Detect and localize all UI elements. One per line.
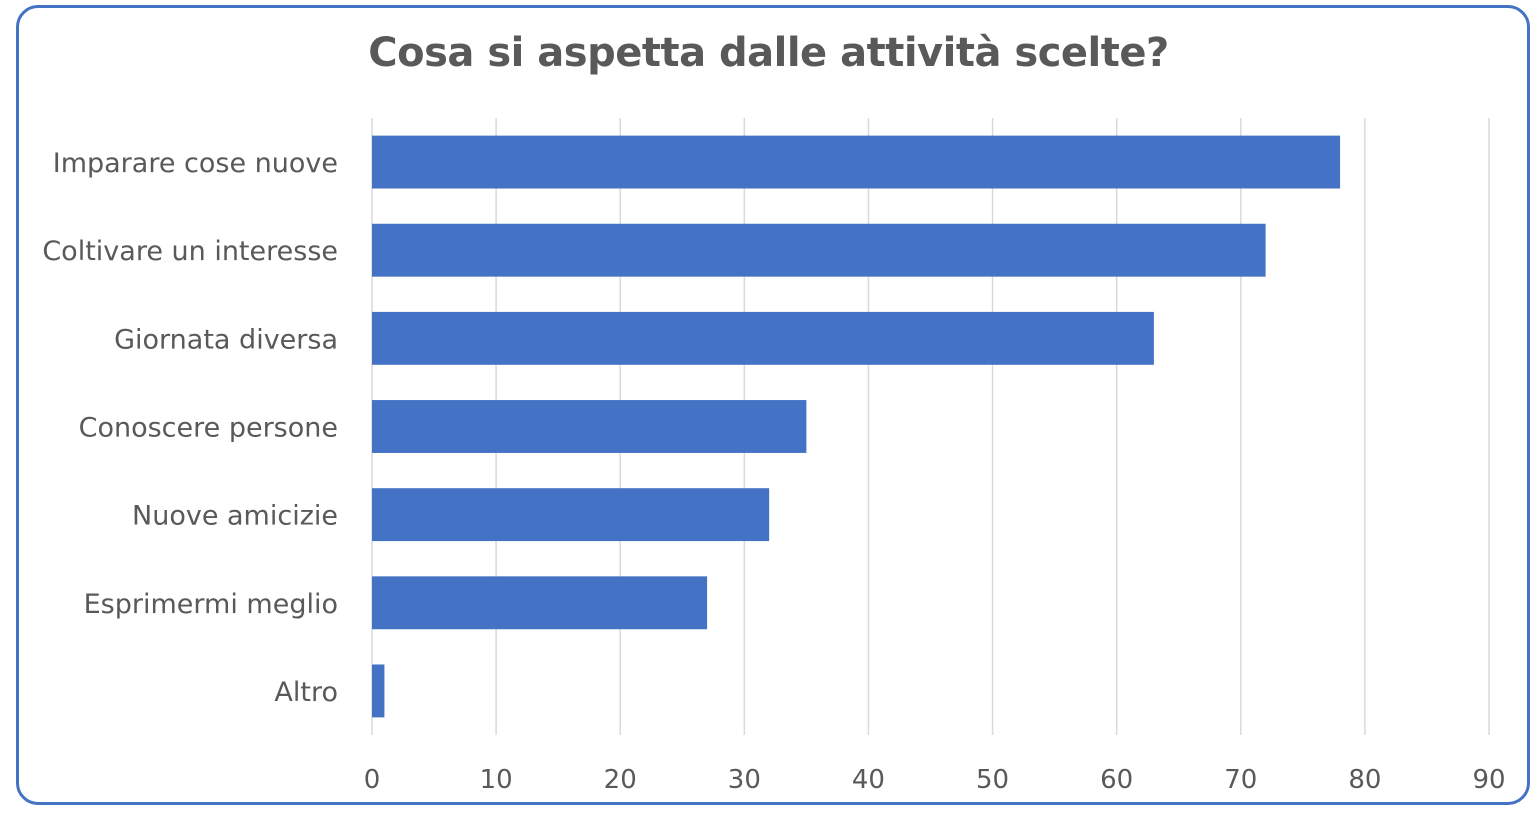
bar	[372, 400, 807, 453]
x-tick-label: 80	[1348, 765, 1381, 795]
category-label: Imparare cose nuove	[53, 148, 338, 179]
category-label: Nuove amicizie	[132, 501, 338, 532]
x-tick-label: 20	[604, 765, 637, 795]
category-labels: Imparare cose nuove Coltivare un interess…	[42, 148, 338, 708]
bar	[372, 664, 385, 718]
bar	[372, 311, 1154, 365]
chart-title: Cosa si aspetta dalle attività scelte?	[368, 30, 1169, 76]
x-tick-label: 10	[480, 765, 513, 795]
bar	[372, 135, 1341, 189]
category-label: Esprimermi meglio	[84, 589, 338, 620]
x-tick-labels: 0 10 20 30 40 50 60 70 80 90	[364, 765, 1506, 795]
category-label: Conoscere persone	[79, 413, 338, 444]
bar	[372, 223, 1266, 277]
category-label: Coltivare un interesse	[42, 236, 338, 267]
x-tick-label: 70	[1224, 765, 1257, 795]
x-tick-label: 50	[976, 765, 1009, 795]
x-tick-label: 60	[1100, 765, 1133, 795]
x-tick-label: 0	[364, 765, 381, 795]
x-tick-label: 40	[852, 765, 885, 795]
category-label: Altro	[274, 677, 338, 708]
bar	[372, 576, 708, 630]
x-tick-label: 30	[728, 765, 761, 795]
bars	[372, 135, 1341, 718]
category-label: Giornata diversa	[114, 324, 338, 355]
bar	[372, 488, 770, 542]
x-tick-label: 90	[1472, 765, 1505, 795]
